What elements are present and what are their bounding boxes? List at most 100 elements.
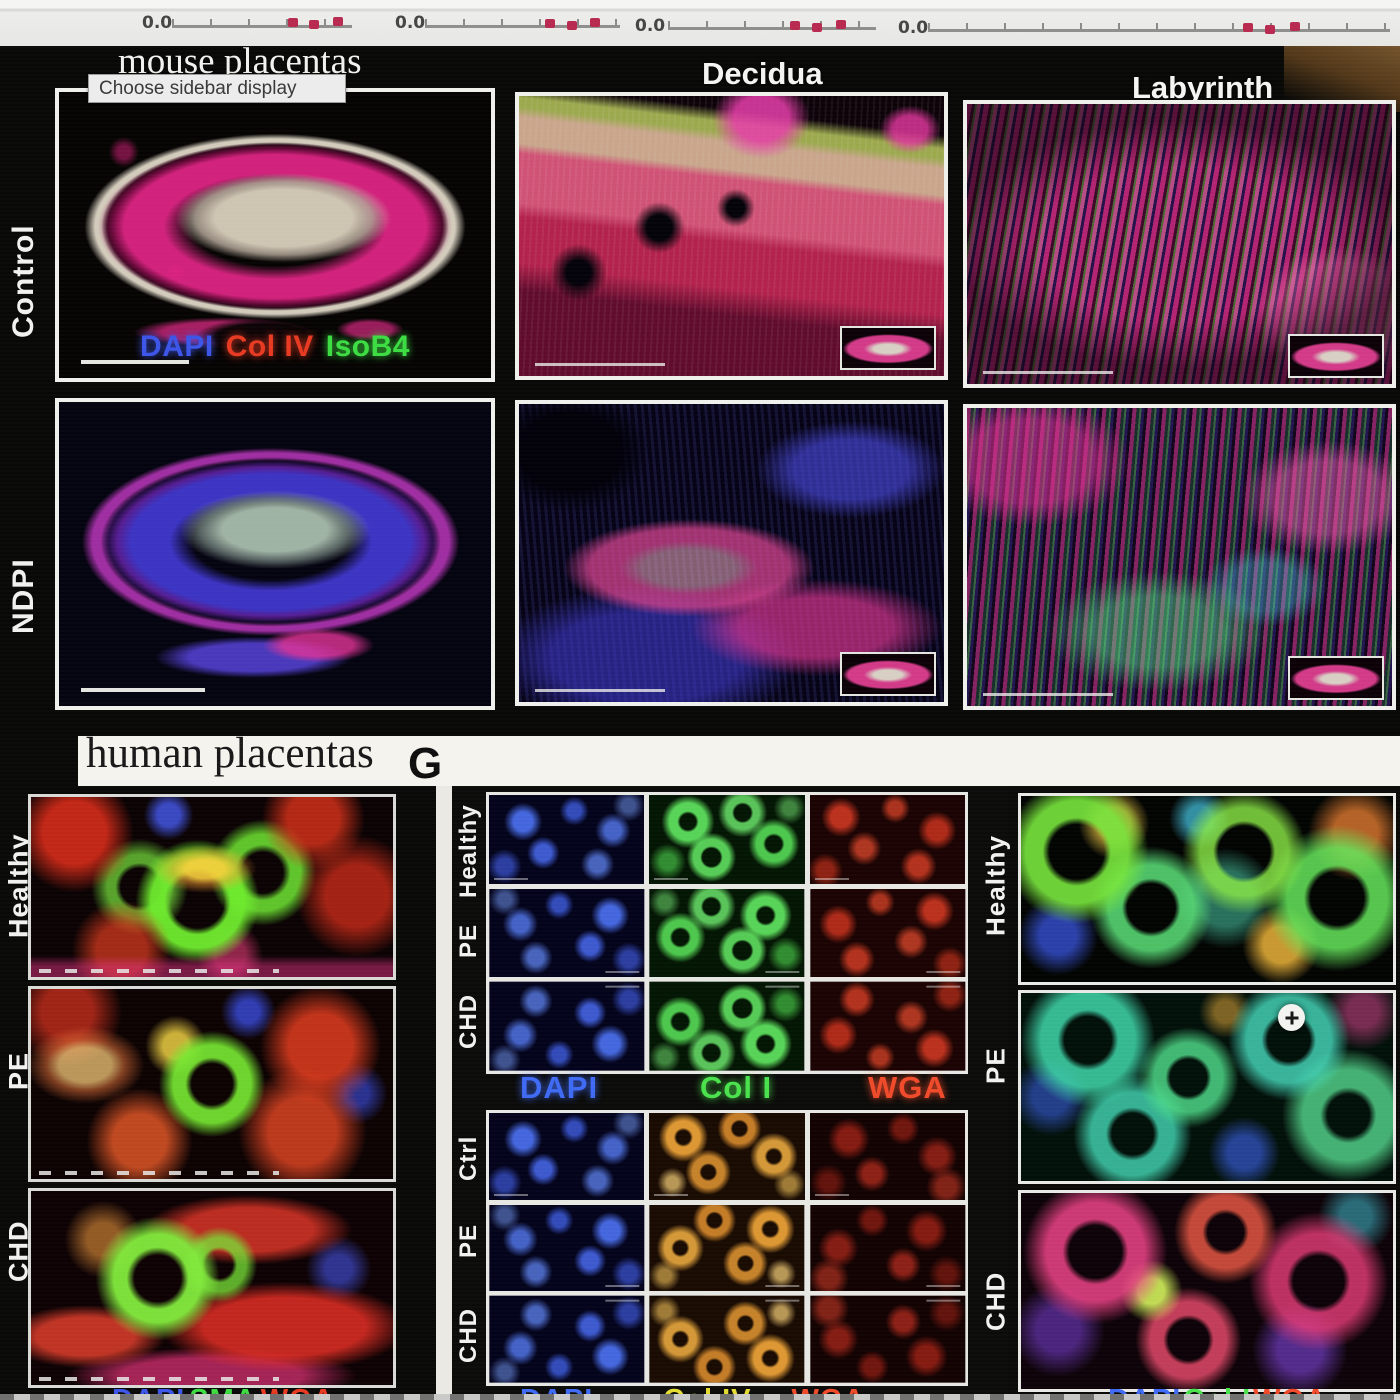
axis-line [425,19,620,28]
inset-thumbnail [840,652,936,696]
data-point-dot [545,19,555,28]
row-label-pe: PE [980,1047,1011,1085]
data-point-dot [836,20,846,29]
scale-ticks [39,1171,279,1175]
row-label-chd: CHD [455,994,482,1050]
human-left-pe-image [28,986,396,1182]
fluorescence-micrograph [59,92,491,378]
scale-bar [535,363,665,366]
scale-bar [535,689,665,692]
axis-tick-label: 0.0 [635,16,666,36]
sidebar-tooltip: Choose sidebar display [88,74,346,103]
axis-tick-label: 0.0 [395,13,426,33]
column-label-wga: WGA [868,1070,947,1105]
mouse-ndpi-decidua-image [515,400,948,706]
grid-cell-ctrl-wga [809,1113,965,1200]
human-right-pe-image [1018,990,1396,1184]
scale-bar [81,360,189,364]
data-point-dot [1265,25,1275,34]
scale-ticks [39,1377,279,1381]
axis-line [172,19,352,28]
grid-cell-chd-wga [809,982,965,1071]
axis-tick-label: 0.0 [142,13,173,33]
fluorescence-micrograph [31,989,393,1179]
panel-divider [436,786,452,1400]
fluorescence-micrograph [1021,796,1393,982]
row-label-healthy: Healthy [455,804,482,898]
zoom-plus-cursor [1278,1004,1305,1031]
fluorescence-micrograph [31,797,393,977]
inset-thumbnail [1288,334,1384,378]
column-header-decidua: Decidua [702,56,823,91]
mouse-ndpi-labyrinth-image [963,404,1396,710]
grid-cell-chd-dapi [489,982,645,1071]
fluorescence-micrograph [967,104,1392,384]
scale-bar [983,693,1113,696]
row-label-chd: CHD [980,1271,1011,1331]
grid-cell-pe-coliv [649,1204,805,1292]
data-point-dot [790,21,800,30]
top-plot-strip: 0.0 0.0 0.0 0.0 [0,0,1400,46]
grid-cell-pe-coli [649,888,805,978]
grid-cell-healthy-coli [649,795,805,884]
row-label-control: Control [7,224,40,338]
data-point-dot [1290,22,1300,31]
axis-tick-label: 0.0 [898,18,929,38]
screen-bottom-edge [0,1394,1400,1400]
mouse-control-whole-placenta-image: DAPI Col IV IsoB4 [55,88,495,382]
legend-isob4-label: IsoB4 [325,330,410,363]
panel-letter-g: G [408,739,443,788]
grid-cell-ctrl-coliv [649,1113,805,1200]
grid-cell-pe-wga [809,888,965,978]
mouse-placentas-section: mouse placentas Choose sidebar display D… [0,41,1400,736]
legend-coliv-label: Col IV [225,330,314,363]
row-label-pe: PE [455,1224,482,1259]
column-label-coli: Col I [700,1070,773,1105]
row-label-ctrl: Ctrl [455,1135,482,1181]
stain-legend: DAPI Col IV IsoB4 [59,332,491,362]
data-point-dot [567,21,577,30]
fluorescence-micrograph [59,402,491,706]
data-point-dot [590,18,600,27]
grid-cell-chd-dapi [489,1296,645,1383]
middle-top-image-grid [486,792,968,1074]
fluorescence-micrograph [519,404,944,702]
human-section-title: human placentas [86,736,374,777]
fluorescence-micrograph [1021,1193,1393,1389]
data-point-dot [1243,23,1253,32]
column-label-dapi: DAPI [520,1070,599,1105]
human-left-healthy-image [28,794,396,980]
scale-ticks [39,969,279,973]
grid-cell-pe-dapi [489,888,645,978]
grid-cell-pe-wga [809,1204,965,1292]
grid-cell-healthy-wga [809,795,965,884]
column-header-labyrinth: Labyrinth [1132,70,1274,105]
axis-line [668,21,876,30]
grid-cell-chd-coli [649,982,805,1071]
row-label-healthy: Healthy [980,835,1011,937]
grid-cell-healthy-dapi [489,795,645,884]
row-label-ndpi: NDPI [7,558,40,634]
human-right-healthy-image [1018,793,1396,985]
grid-cell-ctrl-dapi [489,1113,645,1200]
axis-line [928,23,1390,32]
middle-bottom-image-grid [486,1110,968,1386]
human-placentas-section: human placentas G Healthy PE CHD DAPI SMA… [0,736,1400,1400]
grid-cell-pe-dapi [489,1204,645,1292]
inset-thumbnail [840,326,936,370]
human-right-chd-image [1018,1190,1396,1392]
mouse-control-labyrinth-image [963,100,1396,388]
row-label-chd: CHD [455,1308,482,1364]
fluorescence-micrograph [1021,993,1393,1181]
data-point-dot [288,18,298,27]
grid-cell-chd-wga [809,1296,965,1383]
data-point-dot [812,23,822,32]
inset-thumbnail [1288,656,1384,700]
data-point-dot [333,17,343,26]
mouse-ndpi-whole-placenta-image [55,398,495,710]
mouse-control-decidua-image [515,92,948,380]
scale-bar [983,371,1113,374]
grid-cell-chd-coliv [649,1296,805,1383]
fluorescence-micrograph [31,1191,393,1385]
